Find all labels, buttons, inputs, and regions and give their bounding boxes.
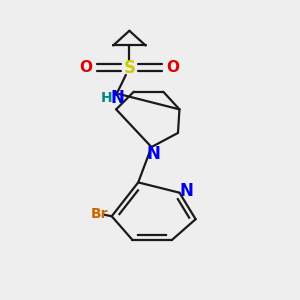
Text: S: S xyxy=(123,58,135,76)
Text: H: H xyxy=(100,92,112,106)
Text: O: O xyxy=(80,60,93,75)
Text: Br: Br xyxy=(91,207,108,221)
Text: N: N xyxy=(110,89,124,107)
Text: O: O xyxy=(166,60,179,75)
Text: N: N xyxy=(146,145,160,163)
Text: N: N xyxy=(180,182,194,200)
